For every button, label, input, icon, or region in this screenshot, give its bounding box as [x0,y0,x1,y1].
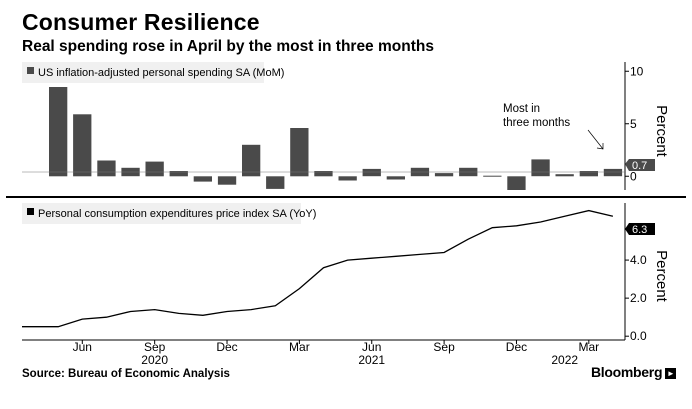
spending-bar [169,171,188,177]
bottom-legend-bg [22,203,301,224]
bottom-y-axis-title: Percent [653,250,670,303]
bottom-legend-swatch [27,208,34,215]
bloomberg-mark-icon: ► [665,367,677,379]
bottom-y-tick-label: 4.0 [630,253,647,267]
spending-bar [73,114,92,177]
spending-bar [386,176,405,180]
spending-bar [483,175,502,177]
spending-bar [507,176,526,190]
top-legend-label: US inflation-adjusted personal spending … [38,67,284,79]
spending-bar [242,144,261,177]
annotation-arrow [587,129,604,150]
annotation-line-1: Most in [503,103,540,115]
x-year-label: 2020 [141,353,168,367]
annotation-line-2: three months [503,117,570,129]
top-legend-swatch [27,67,34,74]
bottom-value-label: 6.3 [632,224,647,236]
x-tick-label: Dec [506,340,527,354]
bottom-y-tick-label: 0.0 [630,329,647,343]
spending-bar [314,171,333,177]
pce-series-line [22,209,614,328]
spending-bar [555,174,574,177]
spending-bar [217,176,237,185]
top-y-axis-title: Percent [653,105,670,158]
x-tick-label: Mar [289,340,310,354]
top-y-tick-label: 0 [630,169,637,183]
brand-logo: Bloomberg ► [591,364,677,380]
spending-bar [362,168,381,177]
spending-bar [338,176,357,181]
spending-bar [290,128,309,177]
x-year-label: 2022 [551,353,578,367]
x-tick-label: Jun [73,340,92,354]
spending-bar [193,176,212,182]
spending-bar [97,160,116,177]
top-y-tick-label: 5 [630,117,637,131]
x-tick-label: Sep [144,340,166,354]
top-legend-bg [22,62,264,83]
bottom-value-flag [625,223,655,235]
annotation-arrowhead [596,143,604,150]
top-y-tick-label: 10 [630,64,644,78]
spending-bar [603,168,623,177]
spending-bar [434,173,454,177]
brand-name: Bloomberg [591,364,663,380]
x-tick-label: Jun [362,340,381,354]
source-note: Source: Bureau of Economic Analysis [22,368,230,380]
x-tick-label: Dec [216,340,237,354]
chart-title: Consumer Resilience [22,9,260,35]
chart-subtitle: Real spending rose in April by the most … [22,38,434,55]
x-tick-label: Mar [578,340,599,354]
spending-bar [145,161,164,177]
spending-bar [579,171,598,177]
spending-bar [531,159,550,177]
x-year-label: 2021 [358,353,385,367]
bottom-legend-label: Personal consumption expenditures price … [38,208,316,220]
top-value-flag [625,159,655,171]
top-value-label: 0.7 [632,160,647,172]
bottom-y-tick-label: 2.0 [630,291,647,305]
x-tick-label: Sep [433,340,455,354]
spending-bar [49,87,68,177]
spending-bar [266,176,285,189]
